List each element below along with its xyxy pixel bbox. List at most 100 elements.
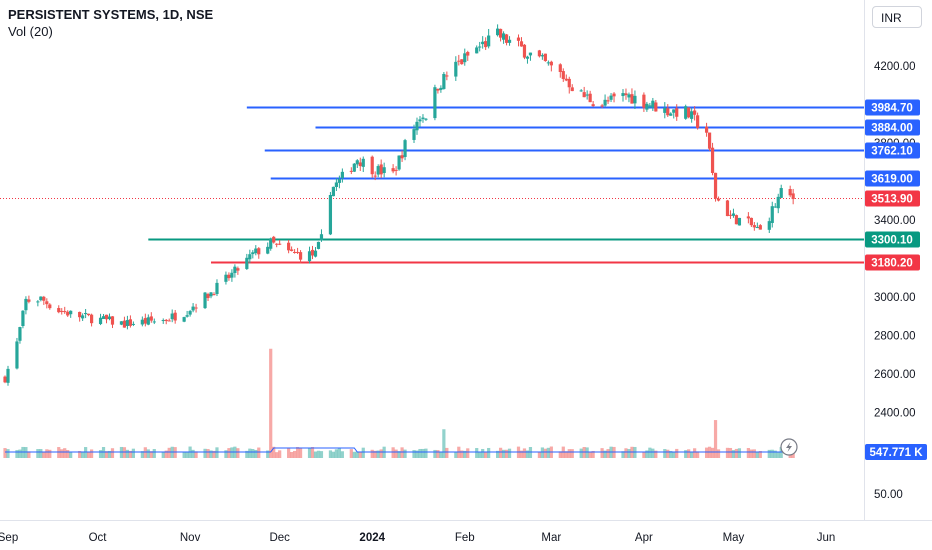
candle: [707, 132, 712, 151]
volume-bar: [779, 447, 783, 458]
candle-body: [725, 200, 730, 217]
candle: [287, 239, 291, 254]
candle-body: [663, 108, 667, 113]
candle: [540, 53, 544, 60]
candle-body: [642, 94, 646, 108]
candle: [549, 60, 553, 72]
volume-bar: [507, 448, 512, 458]
volume-indicator-label[interactable]: Vol (20): [8, 24, 53, 39]
candle-body: [672, 109, 676, 113]
candle-body: [528, 52, 533, 56]
volume-bar: [648, 447, 652, 458]
currency-button[interactable]: INR: [872, 6, 922, 28]
candle: [203, 292, 207, 310]
candle: [481, 36, 485, 49]
flash-icon[interactable]: [780, 438, 798, 456]
candle-body: [188, 311, 192, 315]
candle-body: [624, 93, 628, 96]
candle-body: [215, 282, 219, 295]
candle-body: [337, 179, 341, 183]
candle: [245, 253, 249, 270]
volume-bar: [540, 447, 544, 458]
candle: [603, 94, 607, 107]
candle: [307, 246, 312, 264]
candle-body: [540, 55, 544, 57]
candle: [209, 292, 213, 299]
volume-bar: [436, 450, 440, 458]
candle: [463, 48, 467, 66]
time-tick-label: Mar: [541, 532, 561, 544]
volume-bar: [481, 448, 485, 458]
candle-body: [131, 323, 135, 325]
volume-bar: [755, 452, 759, 458]
candle-body: [328, 195, 333, 235]
candle-body: [298, 252, 303, 260]
candle-body: [233, 266, 237, 273]
candle: [233, 264, 237, 278]
volume-bar: [254, 449, 258, 458]
candle: [588, 90, 592, 103]
candle: [731, 208, 736, 218]
volume-bar: [191, 449, 195, 458]
volume-bar: [278, 450, 282, 458]
candle-body: [98, 317, 103, 325]
volume-bar: [60, 449, 64, 458]
candle: [561, 68, 565, 82]
symbol-title[interactable]: PERSISTENT SYSTEMS, 1D, NSE: [8, 7, 214, 22]
volume-bar: [152, 449, 156, 458]
candle: [627, 92, 631, 103]
candle-body: [319, 234, 324, 241]
candle: [161, 318, 165, 324]
candle-body: [379, 164, 383, 175]
candle-body: [382, 167, 386, 174]
candle: [257, 247, 261, 259]
volume-bar: [352, 451, 356, 458]
candle-body: [36, 301, 40, 303]
candle: [755, 222, 759, 229]
candle-body: [496, 28, 500, 36]
candle-body: [355, 160, 359, 165]
candle-body: [15, 341, 19, 369]
candle: [295, 247, 300, 255]
price-tick-label: 2600.00: [874, 369, 916, 381]
candle: [570, 84, 574, 92]
candle: [752, 222, 756, 231]
volume-bar: [272, 446, 276, 458]
candle-body: [504, 34, 509, 43]
price-tick-label: 3000.00: [874, 292, 916, 304]
candle: [522, 44, 527, 60]
volume-bar: [704, 447, 709, 458]
candle-body: [290, 249, 294, 251]
candle-body: [403, 140, 407, 157]
candle-body: [707, 132, 712, 149]
volume-bar: [110, 448, 115, 458]
candle: [460, 59, 464, 65]
candle-body: [478, 46, 482, 48]
volume-bar: [770, 449, 774, 458]
time-axis-ticks: Sep Oct Nov Dec 2024 Feb Mar Apr May Jun: [0, 532, 835, 544]
volume-bar: [558, 451, 562, 458]
candle-body: [704, 126, 709, 133]
candle: [725, 199, 730, 217]
candle: [418, 116, 422, 127]
candle: [328, 191, 333, 236]
candle-body: [224, 274, 228, 282]
candle-body: [3, 376, 7, 383]
candle-body: [445, 75, 449, 77]
candle: [78, 311, 82, 322]
volume-bar: [487, 447, 491, 458]
candle: [439, 85, 443, 93]
candle: [696, 112, 700, 130]
candle: [370, 155, 374, 178]
candle: [81, 313, 85, 322]
candle: [507, 36, 512, 46]
price-axis: [0, 0, 932, 521]
candle: [672, 109, 676, 119]
volume-bar: [245, 450, 249, 458]
volume-bar: [292, 450, 297, 458]
candle: [585, 90, 589, 100]
volume-bar: [543, 448, 547, 458]
candle: [546, 60, 550, 66]
candle: [648, 102, 652, 109]
